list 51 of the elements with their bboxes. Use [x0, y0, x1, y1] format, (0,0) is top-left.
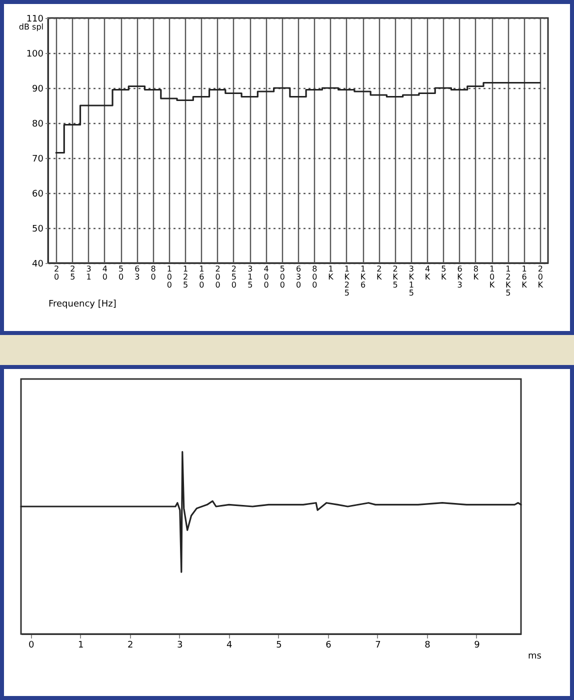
x-tick-label: 63 — [134, 264, 140, 282]
x-tick-label: 25 — [70, 264, 76, 282]
x-tick-label: 31 — [86, 264, 92, 282]
x-tick-label: 8K — [473, 264, 480, 282]
x-tick-label: 2 — [128, 640, 134, 650]
x-tick-label: 2K — [376, 264, 383, 282]
y-tick-label: 50 — [32, 224, 44, 234]
x-axis-title: ms — [528, 652, 542, 662]
x-tick-label: 4K — [424, 264, 431, 282]
x-tick-label: 1 — [78, 640, 84, 650]
y-tick-label: 100 — [26, 50, 44, 60]
x-tick-label: 80 — [150, 264, 156, 282]
x-tick-label: 40 — [102, 264, 108, 282]
x-tick-label: 9 — [474, 640, 480, 650]
x-tick-label: 20K — [538, 264, 544, 290]
x-tick-label: 800 — [312, 264, 318, 290]
x-tick-label: 6K3 — [457, 264, 464, 290]
x-tick-label: 50 — [118, 264, 124, 282]
y-tick-label: 70 — [32, 154, 44, 164]
x-tick-label: 7 — [375, 640, 381, 650]
x-tick-label: 400 — [264, 264, 269, 290]
x-tick-label: 200 — [215, 264, 220, 290]
x-tick-label: 0 — [28, 640, 35, 650]
y-axis-title: dB spl — [18, 22, 44, 32]
x-tick-label: 500 — [280, 264, 285, 290]
x-tick-label: 315 — [248, 264, 253, 290]
x-tick-label: 1K25 — [344, 264, 350, 298]
y-tick-label: 90 — [32, 84, 44, 94]
x-tick-label: 20 — [54, 264, 60, 282]
x-tick-label: 3K15 — [408, 264, 415, 298]
x-tick-label: 100 — [166, 264, 172, 290]
x-tick-label: 10K — [489, 264, 496, 290]
x-tick-label: 250 — [231, 264, 237, 290]
x-tick-label: 2K5 — [392, 264, 399, 290]
y-tick-label: 80 — [32, 120, 44, 130]
x-tick-label: 4 — [226, 640, 233, 650]
x-tick-label: 125 — [183, 264, 188, 290]
x-tick-label: 8 — [424, 640, 431, 650]
x-tick-label: 16K — [522, 264, 528, 290]
y-tick-label: 60 — [32, 190, 44, 200]
x-tick-label: 6 — [326, 640, 332, 650]
x-tick-label: 1K6 — [360, 264, 366, 290]
x-axis-title: Frequency [Hz] — [48, 300, 116, 310]
x-tick-label: 630 — [296, 264, 302, 290]
y-tick-label: 110 — [26, 14, 44, 24]
x-tick-label: 1K — [328, 264, 334, 282]
x-tick-label: 3 — [177, 640, 183, 650]
x-tick-label: 12K5 — [506, 264, 512, 298]
x-tick-label: 160 — [199, 264, 204, 290]
x-tick-label: 5K — [441, 264, 448, 282]
x-tick-label: 5 — [276, 640, 282, 650]
